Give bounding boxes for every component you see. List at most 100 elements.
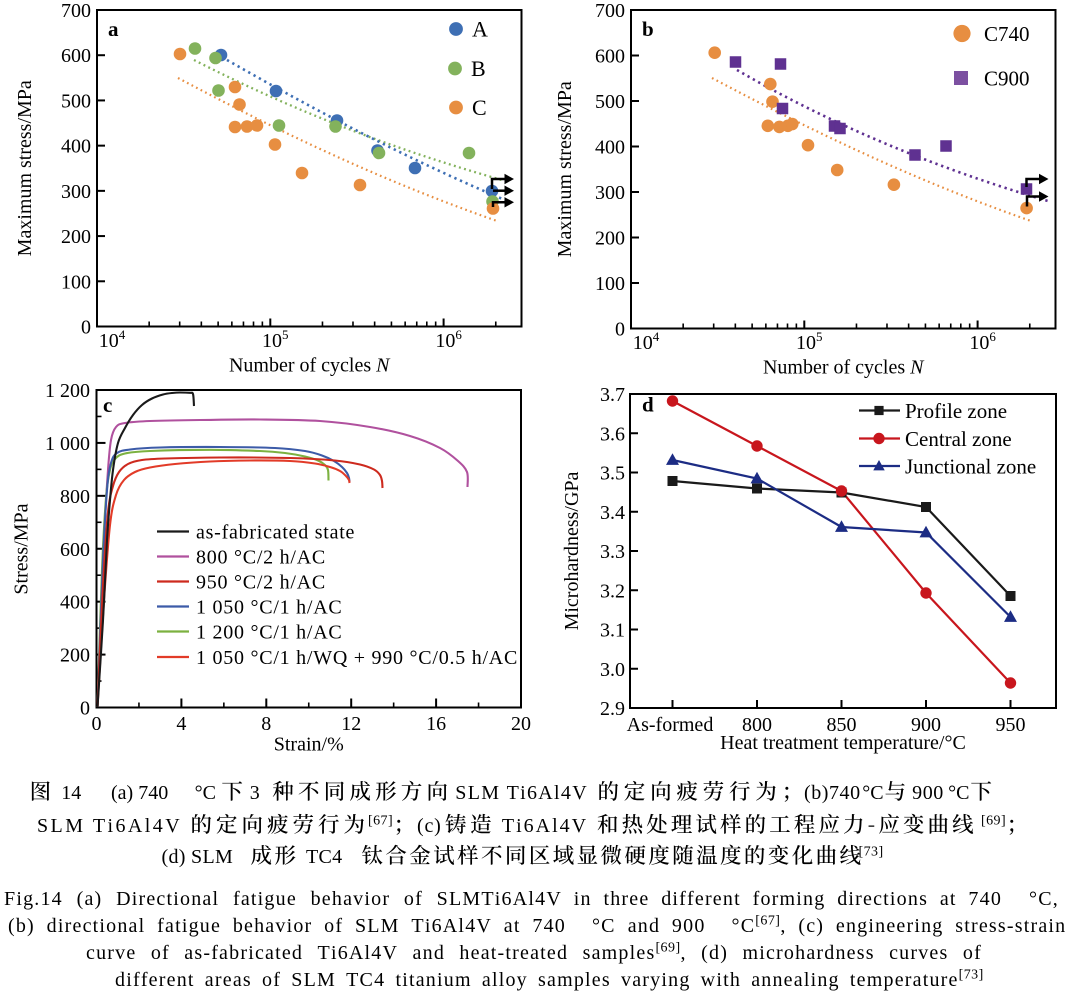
svg-text:°C: °C: [195, 782, 216, 804]
svg-text:800 °C/2 h/AC: 800 °C/2 h/AC: [196, 547, 326, 569]
svg-text:Stress/MPa: Stress/MPa: [11, 503, 33, 594]
svg-text:0: 0: [81, 317, 91, 339]
svg-text:C740: C740: [984, 22, 1030, 46]
svg-text:, (c) engineering stress-strai: , (c) engineering stress-strain: [780, 915, 1066, 937]
svg-text:°C: °C: [732, 915, 756, 937]
svg-text:, (d) microhardness curves of: , (d) microhardness curves of: [681, 942, 982, 964]
svg-text:0: 0: [92, 713, 102, 735]
svg-text:700: 700: [61, 0, 91, 22]
svg-text:200: 200: [595, 228, 625, 250]
svg-text:Ti6Al4V: Ti6Al4V: [502, 815, 588, 837]
svg-text:4: 4: [176, 713, 186, 735]
svg-text:C900: C900: [984, 67, 1030, 91]
svg-text:400: 400: [595, 137, 625, 159]
svg-text:Heat treatment temperature/°C: Heat treatment temperature/°C: [720, 732, 966, 754]
svg-text:800: 800: [60, 486, 90, 508]
svg-text:Number of cycles N: Number of cycles N: [229, 355, 391, 377]
svg-text:3.4: 3.4: [600, 502, 625, 524]
svg-text:100: 100: [61, 271, 91, 293]
svg-text:Number of cycles N: Number of cycles N: [763, 357, 925, 379]
svg-text:900: 900: [911, 714, 941, 736]
svg-text:500: 500: [61, 90, 91, 112]
svg-text:850: 850: [827, 714, 857, 736]
svg-text:950 °C/2 h/AC: 950 °C/2 h/AC: [196, 572, 326, 594]
svg-text:3.2: 3.2: [600, 580, 625, 602]
svg-text:500: 500: [595, 91, 625, 113]
svg-text:in three different forming dir: in three different forming directions at…: [562, 888, 1002, 910]
svg-text:3.5: 3.5: [600, 463, 625, 485]
svg-text:12: 12: [341, 713, 361, 735]
svg-text:3.0: 3.0: [600, 659, 625, 681]
svg-text:[69]: [69]: [981, 814, 1006, 829]
svg-text:300: 300: [61, 181, 91, 203]
svg-text:(b) directional fatigue behavi: (b) directional fatigue behavior of SLM …: [8, 915, 566, 937]
svg-text:c: c: [103, 393, 112, 417]
svg-text:°C,: °C,: [1029, 888, 1059, 910]
svg-text:°C: °C: [862, 782, 883, 804]
svg-text:°C: °C: [948, 782, 969, 804]
svg-text:1 200: 1 200: [45, 380, 90, 402]
svg-text:SLM Ti6Al4V: SLM Ti6Al4V: [37, 815, 182, 837]
svg-text:3.7: 3.7: [600, 384, 625, 406]
svg-text:A: A: [472, 17, 488, 42]
svg-text:B: B: [471, 56, 486, 81]
svg-text:3.6: 3.6: [600, 423, 625, 445]
svg-text:1 200 °C/1 h/AC: 1 200 °C/1 h/AC: [196, 622, 342, 644]
svg-text:400: 400: [60, 592, 90, 614]
svg-text:[69]: [69]: [655, 941, 680, 956]
svg-text:8: 8: [261, 713, 271, 735]
svg-text:800: 800: [742, 714, 772, 736]
svg-text:100: 100: [595, 273, 625, 295]
svg-text:b: b: [642, 17, 654, 41]
svg-text:1 050 °C/1 h/AC: 1 050 °C/1 h/AC: [196, 597, 342, 619]
svg-text:a: a: [108, 17, 119, 41]
svg-text:As-formed: As-formed: [627, 714, 714, 736]
svg-text:3.3: 3.3: [600, 541, 625, 563]
svg-text:(b)740: (b)740: [804, 782, 861, 804]
svg-text:Fig.14 (a) Directional fatigue: Fig.14 (a) Directional fatigue behavior …: [4, 888, 562, 910]
svg-text:[73]: [73]: [859, 845, 884, 860]
svg-text:200: 200: [61, 226, 91, 248]
svg-text:0: 0: [80, 698, 90, 720]
svg-text:Central zone: Central zone: [905, 427, 1012, 451]
svg-text:900: 900: [912, 782, 944, 804]
svg-text:[67]: [67]: [755, 914, 780, 929]
svg-text:SLM Ti6Al4V: SLM Ti6Al4V: [455, 782, 588, 804]
svg-text:(c): (c): [417, 815, 442, 837]
svg-text:C: C: [472, 95, 487, 120]
svg-text:and 900: and 900: [628, 915, 706, 937]
svg-text:°C: °C: [592, 915, 616, 937]
svg-text:Microhardness/GPa: Microhardness/GPa: [561, 471, 583, 630]
svg-text:20: 20: [511, 713, 531, 735]
svg-text:3: 3: [250, 782, 260, 804]
svg-text:Maximum stress/MPa: Maximum stress/MPa: [554, 81, 576, 257]
svg-text:(d) SLM: (d) SLM: [162, 846, 234, 868]
svg-text:2.9: 2.9: [600, 698, 625, 720]
svg-text:600: 600: [61, 45, 91, 67]
svg-text:curve of as-fabricated Ti6Al4V: curve of as-fabricated Ti6Al4V and heat-…: [86, 942, 655, 964]
svg-text:d: d: [642, 393, 654, 417]
svg-text:400: 400: [61, 136, 91, 158]
svg-text:300: 300: [595, 182, 625, 204]
svg-text:700: 700: [595, 0, 625, 22]
svg-text:[67]: [67]: [368, 814, 393, 829]
svg-text:16: 16: [426, 713, 446, 735]
svg-text:Maximum stress/MPa: Maximum stress/MPa: [14, 80, 36, 256]
svg-text:as-fabricated state: as-fabricated state: [196, 522, 355, 544]
svg-text:1 050 °C/1 h/WQ + 990 °C/0.5 h: 1 050 °C/1 h/WQ + 990 °C/0.5 h/AC: [196, 647, 518, 669]
svg-text:different areas of SLM TC4 tit: different areas of SLM TC4 titanium allo…: [115, 969, 959, 991]
svg-text:(a) 740: (a) 740: [111, 782, 168, 804]
svg-text:Junctional zone: Junctional zone: [905, 455, 1036, 479]
svg-text:0: 0: [615, 319, 625, 341]
svg-text:Profile zone: Profile zone: [905, 399, 1007, 423]
svg-text:600: 600: [595, 46, 625, 68]
svg-text:[73]: [73]: [959, 968, 984, 983]
svg-text:14: 14: [61, 782, 81, 804]
svg-text:TC4: TC4: [306, 846, 342, 868]
svg-text:950: 950: [996, 714, 1026, 736]
svg-text:1 000: 1 000: [45, 433, 90, 455]
svg-text:200: 200: [60, 645, 90, 667]
svg-text:600: 600: [60, 539, 90, 561]
svg-text:Strain/%: Strain/%: [274, 734, 344, 756]
svg-text:3.1: 3.1: [600, 620, 625, 642]
